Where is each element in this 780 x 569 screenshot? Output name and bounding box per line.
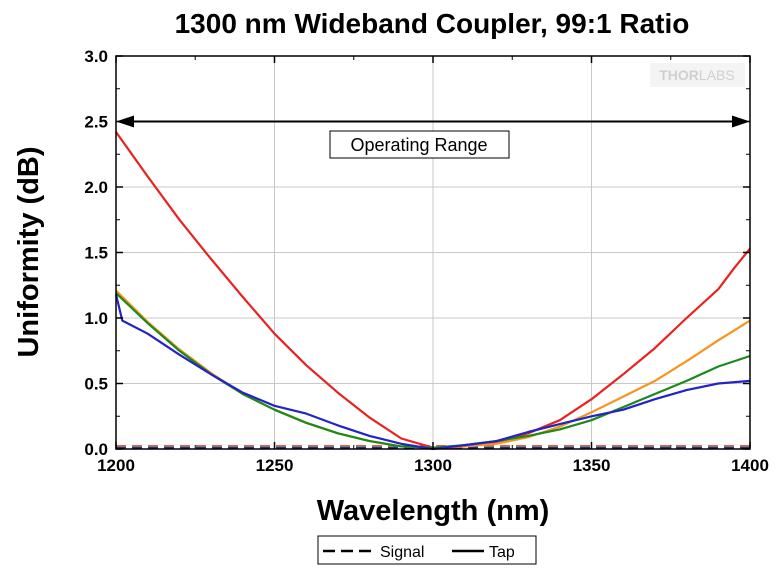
thorlabs-logo: THORLABS bbox=[650, 63, 745, 87]
operating-range-box bbox=[329, 130, 510, 159]
x-tick-label: 1300 bbox=[414, 456, 452, 475]
x-tick-label: 1350 bbox=[573, 456, 611, 475]
y-axis-title: Uniformity (dB) bbox=[13, 146, 45, 357]
y-tick-label: 1.0 bbox=[84, 309, 108, 328]
y-tick-label: 2.0 bbox=[84, 178, 108, 197]
x-tick-label: 1250 bbox=[256, 456, 294, 475]
y-tick-label: 0.5 bbox=[84, 375, 108, 394]
y-tick-label: 2.5 bbox=[84, 113, 108, 132]
y-tick-label: 1.5 bbox=[84, 244, 108, 263]
operating-range-label: Operating Range bbox=[350, 135, 487, 155]
logo-background bbox=[650, 63, 745, 87]
x-tick-labels: 1200 1250 1300 1350 1400 bbox=[97, 456, 769, 475]
tap-series-line bbox=[114, 294, 751, 451]
chart-title: 1300 nm Wideband Coupler, 99:1 Ratio bbox=[175, 8, 690, 39]
arrow-right-icon bbox=[732, 115, 750, 128]
operating-range-annotation: Operating Range bbox=[116, 115, 750, 159]
legend-tap-label: Tap bbox=[489, 544, 515, 561]
logo-text: THORLABS bbox=[659, 67, 734, 83]
y-tick-labels: 0.0 0.5 1.0 1.5 2.0 2.5 3.0 bbox=[84, 47, 108, 459]
legend-signal-label: Signal bbox=[380, 544, 424, 561]
x-axis-title: Wavelength (nm) bbox=[317, 495, 550, 527]
legend: Signal Tap bbox=[317, 535, 537, 565]
legend-box bbox=[317, 535, 537, 565]
x-tick-label: 1400 bbox=[731, 456, 769, 475]
x-tick-label: 1200 bbox=[97, 456, 135, 475]
grid-lines bbox=[116, 56, 750, 449]
arrow-left-icon bbox=[116, 115, 134, 128]
y-tick-label: 3.0 bbox=[84, 47, 108, 66]
y-tick-label: 0.0 bbox=[84, 440, 108, 459]
